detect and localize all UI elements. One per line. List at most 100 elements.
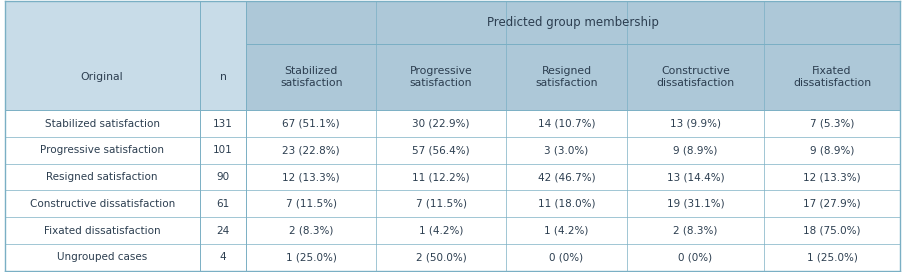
- Bar: [627, 217, 764, 244]
- Bar: [246, 137, 376, 164]
- Bar: [246, 190, 376, 217]
- Bar: [376, 110, 506, 137]
- Text: 9 (8.9%): 9 (8.9%): [810, 145, 854, 155]
- Text: Constructive dissatisfaction: Constructive dissatisfaction: [30, 199, 175, 209]
- Bar: [764, 110, 900, 137]
- Bar: [199, 110, 246, 137]
- Bar: [764, 137, 900, 164]
- Bar: [246, 217, 376, 244]
- Bar: [5, 1, 246, 44]
- Text: Ungrouped cases: Ungrouped cases: [57, 252, 147, 262]
- Bar: [246, 1, 900, 44]
- Text: 18 (75.0%): 18 (75.0%): [804, 225, 861, 236]
- Text: Stabilized satisfaction: Stabilized satisfaction: [44, 119, 160, 129]
- Bar: [764, 190, 900, 217]
- Bar: [627, 244, 764, 271]
- Bar: [199, 244, 246, 271]
- Bar: [246, 110, 376, 137]
- Bar: [506, 137, 627, 164]
- Bar: [199, 164, 246, 190]
- Text: 14 (10.7%): 14 (10.7%): [538, 119, 595, 129]
- Text: n: n: [219, 72, 226, 82]
- Bar: [246, 244, 376, 271]
- Text: 0 (0%): 0 (0%): [678, 252, 713, 262]
- Text: 1 (4.2%): 1 (4.2%): [419, 225, 464, 236]
- Text: 1 (25.0%): 1 (25.0%): [806, 252, 858, 262]
- Bar: [764, 244, 900, 271]
- Text: 42 (46.7%): 42 (46.7%): [538, 172, 595, 182]
- Bar: [5, 190, 199, 217]
- Bar: [376, 190, 506, 217]
- Bar: [764, 164, 900, 190]
- Bar: [5, 110, 199, 137]
- Text: 3 (3.0%): 3 (3.0%): [545, 145, 589, 155]
- Bar: [764, 217, 900, 244]
- Bar: [5, 217, 199, 244]
- Bar: [246, 44, 376, 110]
- Bar: [627, 164, 764, 190]
- Text: 12 (13.3%): 12 (13.3%): [804, 172, 861, 182]
- Text: Original: Original: [81, 72, 124, 82]
- Bar: [506, 44, 627, 110]
- Bar: [506, 244, 627, 271]
- Text: 24: 24: [216, 225, 230, 236]
- Bar: [376, 217, 506, 244]
- Bar: [5, 44, 199, 110]
- Bar: [5, 244, 199, 271]
- Text: Resigned satisfaction: Resigned satisfaction: [46, 172, 158, 182]
- Bar: [199, 44, 246, 110]
- Bar: [506, 217, 627, 244]
- Text: Fixated dissatisfaction: Fixated dissatisfaction: [44, 225, 161, 236]
- Bar: [627, 110, 764, 137]
- Bar: [246, 164, 376, 190]
- Text: 57 (56.4%): 57 (56.4%): [412, 145, 470, 155]
- Text: Resigned
satisfaction: Resigned satisfaction: [535, 66, 598, 88]
- Text: 1 (25.0%): 1 (25.0%): [286, 252, 336, 262]
- Bar: [376, 164, 506, 190]
- Text: 2 (8.3%): 2 (8.3%): [290, 225, 334, 236]
- Bar: [199, 137, 246, 164]
- Text: 4: 4: [220, 252, 226, 262]
- Bar: [376, 44, 506, 110]
- Text: 13 (14.4%): 13 (14.4%): [667, 172, 724, 182]
- Text: 13 (9.9%): 13 (9.9%): [670, 119, 721, 129]
- Text: 11 (12.2%): 11 (12.2%): [412, 172, 470, 182]
- Bar: [506, 164, 627, 190]
- Text: 12 (13.3%): 12 (13.3%): [282, 172, 340, 182]
- Bar: [627, 44, 764, 110]
- Text: 7 (11.5%): 7 (11.5%): [286, 199, 336, 209]
- Text: 30 (22.9%): 30 (22.9%): [412, 119, 470, 129]
- Text: Progressive satisfaction: Progressive satisfaction: [41, 145, 164, 155]
- Text: 101: 101: [213, 145, 233, 155]
- Text: Predicted group membership: Predicted group membership: [487, 16, 659, 29]
- Bar: [506, 110, 627, 137]
- Bar: [764, 44, 900, 110]
- Text: 0 (0%): 0 (0%): [549, 252, 584, 262]
- Text: 67 (51.1%): 67 (51.1%): [282, 119, 340, 129]
- Text: 2 (50.0%): 2 (50.0%): [416, 252, 466, 262]
- Text: Progressive
satisfaction: Progressive satisfaction: [410, 66, 473, 88]
- Bar: [376, 244, 506, 271]
- Text: 131: 131: [213, 119, 233, 129]
- Bar: [376, 137, 506, 164]
- Text: Stabilized
satisfaction: Stabilized satisfaction: [280, 66, 343, 88]
- Bar: [199, 190, 246, 217]
- Text: 23 (22.8%): 23 (22.8%): [282, 145, 340, 155]
- Bar: [627, 137, 764, 164]
- Text: 7 (11.5%): 7 (11.5%): [416, 199, 466, 209]
- Text: 7 (5.3%): 7 (5.3%): [810, 119, 854, 129]
- Text: Constructive
dissatisfaction: Constructive dissatisfaction: [657, 66, 734, 88]
- Text: 61: 61: [216, 199, 230, 209]
- Bar: [506, 190, 627, 217]
- Text: 1 (4.2%): 1 (4.2%): [545, 225, 589, 236]
- Text: 9 (8.9%): 9 (8.9%): [674, 145, 718, 155]
- Text: 17 (27.9%): 17 (27.9%): [804, 199, 861, 209]
- Bar: [5, 137, 199, 164]
- Text: 90: 90: [216, 172, 230, 182]
- Text: 11 (18.0%): 11 (18.0%): [538, 199, 595, 209]
- Bar: [627, 190, 764, 217]
- Bar: [199, 217, 246, 244]
- Text: 19 (31.1%): 19 (31.1%): [667, 199, 724, 209]
- Bar: [5, 164, 199, 190]
- Text: 2 (8.3%): 2 (8.3%): [674, 225, 718, 236]
